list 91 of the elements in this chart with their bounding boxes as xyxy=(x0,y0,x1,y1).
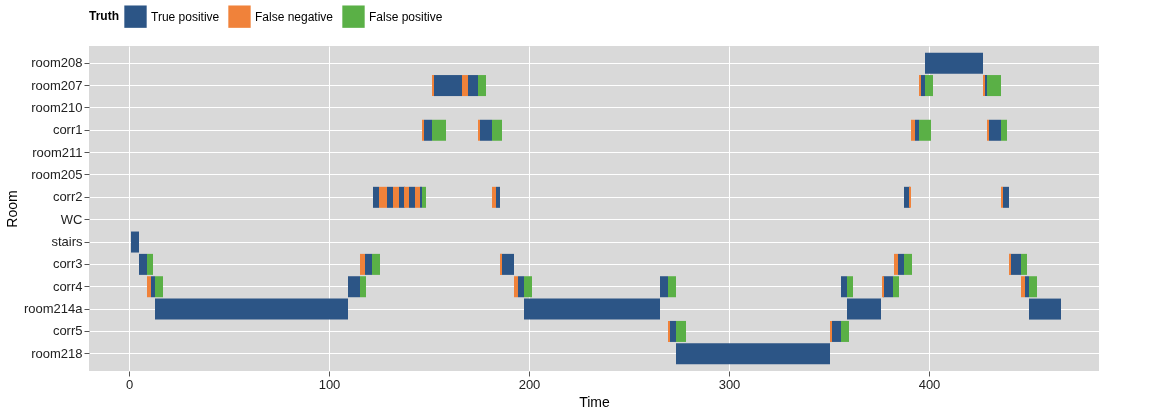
bar xyxy=(360,276,366,298)
x-axis-title: Time xyxy=(579,393,611,410)
bar xyxy=(832,320,841,342)
bar xyxy=(841,276,847,298)
bar xyxy=(462,75,468,97)
bar xyxy=(987,75,1001,97)
y-tick-label: corr2 xyxy=(52,189,83,205)
bar xyxy=(393,186,399,208)
bar xyxy=(151,276,155,298)
bar xyxy=(524,298,660,320)
bar xyxy=(434,75,462,97)
bar xyxy=(409,186,415,208)
x-tick-label: 100 xyxy=(318,376,341,392)
bar xyxy=(360,253,365,275)
y-tick-label: room205 xyxy=(31,166,83,182)
bar xyxy=(915,119,919,141)
bar xyxy=(1021,253,1027,275)
bar xyxy=(1011,253,1021,275)
legend-title: Truth xyxy=(89,9,119,23)
y-tick-label: WC xyxy=(60,211,83,227)
bar xyxy=(893,276,899,298)
y-tick-label: corr3 xyxy=(52,256,83,272)
y-tick-label: room208 xyxy=(31,55,83,71)
bar xyxy=(147,253,153,275)
y-tick-label: room210 xyxy=(31,99,83,115)
bar xyxy=(468,75,478,97)
bar xyxy=(847,276,853,298)
bar xyxy=(1025,276,1029,298)
bar xyxy=(668,276,676,298)
bar xyxy=(1029,298,1061,320)
y-tick-label: room214a xyxy=(23,301,84,317)
bar xyxy=(502,253,514,275)
bar xyxy=(670,320,676,342)
bar xyxy=(1021,276,1025,298)
x-tick-label: 0 xyxy=(125,376,134,392)
bar xyxy=(155,276,163,298)
bar xyxy=(925,52,983,74)
x-tick-label: 200 xyxy=(518,376,541,392)
bar xyxy=(373,186,379,208)
legend-label: True positive xyxy=(151,9,220,24)
bar xyxy=(387,186,393,208)
y-tick-label: room207 xyxy=(31,77,83,93)
bar xyxy=(478,75,486,97)
bar xyxy=(348,276,360,298)
bar xyxy=(139,253,147,275)
bar xyxy=(372,253,380,275)
bar xyxy=(480,119,492,141)
bar xyxy=(131,231,139,253)
bar xyxy=(424,119,432,141)
bar xyxy=(496,186,500,208)
y-axis-title: Room xyxy=(3,190,20,228)
bar xyxy=(365,253,372,275)
bar xyxy=(155,298,348,320)
y-tick-label: corr4 xyxy=(52,278,83,294)
bar xyxy=(492,119,502,141)
bar xyxy=(518,276,524,298)
bar xyxy=(432,119,446,141)
bar xyxy=(847,298,881,320)
y-tick-label: corr5 xyxy=(52,323,83,339)
bar xyxy=(904,253,912,275)
y-tick-label: room218 xyxy=(31,345,83,361)
y-tick-label: corr1 xyxy=(52,122,83,138)
bar xyxy=(415,186,420,208)
bar xyxy=(676,320,686,342)
bar xyxy=(422,186,426,208)
bar xyxy=(883,276,893,298)
bar xyxy=(989,119,1001,141)
x-tick-label: 400 xyxy=(918,376,941,392)
bar xyxy=(921,75,925,97)
bar xyxy=(911,119,915,141)
bar xyxy=(492,186,496,208)
bar xyxy=(524,276,532,298)
legend-label: False negative xyxy=(255,9,334,24)
bar xyxy=(1003,186,1009,208)
bar xyxy=(894,253,898,275)
x-tick-label: 300 xyxy=(718,376,741,392)
y-tick-label: stairs xyxy=(51,234,83,250)
bar xyxy=(514,276,518,298)
bar xyxy=(660,276,668,298)
bar xyxy=(898,253,904,275)
bar xyxy=(1029,276,1037,298)
bar xyxy=(676,343,830,365)
bar xyxy=(919,119,931,141)
bar xyxy=(404,186,409,208)
bar xyxy=(841,320,849,342)
bar xyxy=(1001,119,1007,141)
bar xyxy=(147,276,151,298)
bar xyxy=(379,186,387,208)
legend-label: False positive xyxy=(369,9,443,24)
bar xyxy=(925,75,933,97)
y-tick-label: room211 xyxy=(32,144,83,160)
